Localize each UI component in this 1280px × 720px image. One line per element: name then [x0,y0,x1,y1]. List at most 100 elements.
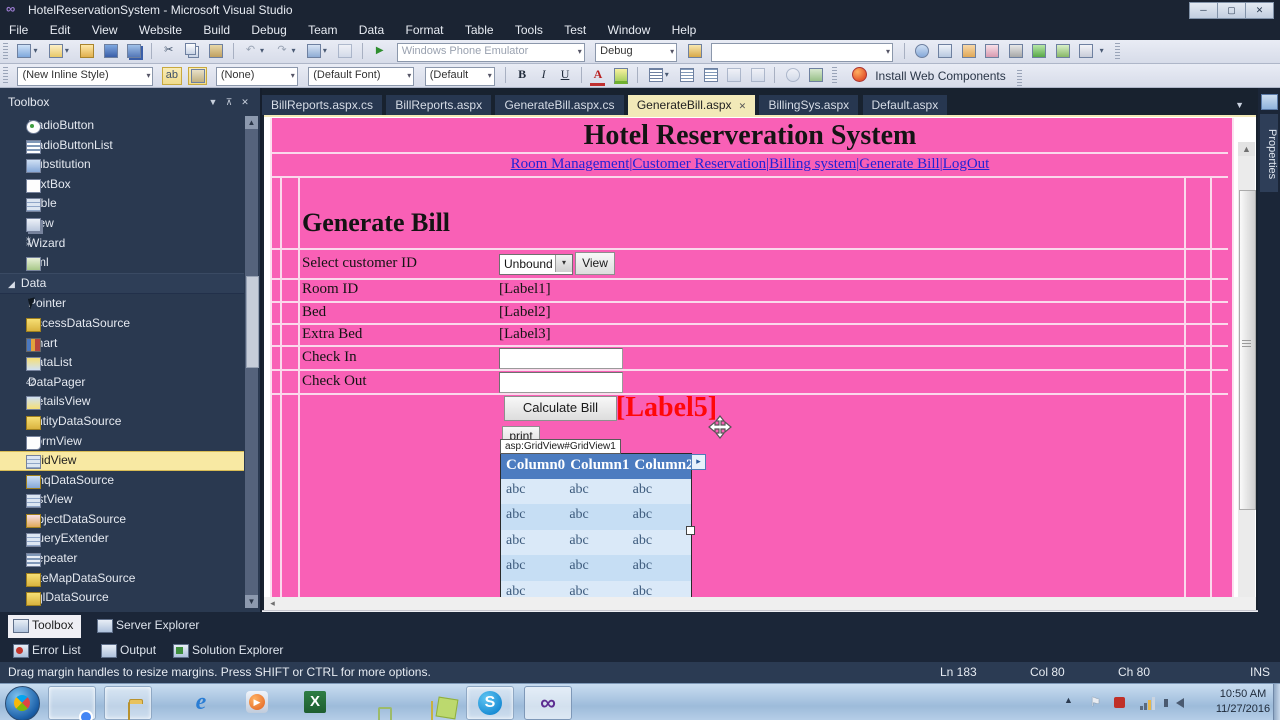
show-overlay-icon[interactable]: ab [161,67,182,85]
visual-studio-taskbar-button[interactable]: ∞ [524,686,572,720]
toolbox-item-view[interactable]: View [0,214,244,234]
menu-debug[interactable]: Debug [251,23,287,37]
css-class-combo[interactable]: (None) ▾ [215,67,298,86]
minimize-button[interactable]: ─ [1189,2,1218,19]
gridview-control[interactable]: Column0 Column1 Column2 abc abc abc abc abc… [500,453,694,597]
save-all-icon[interactable] [125,43,142,59]
toolbox-item-substitution[interactable]: Substitution [26,157,91,174]
toolbox-item-listview[interactable]: ListView [26,492,73,509]
design-vertical-scrollbar[interactable]: ▲ ▼ [1238,142,1256,597]
output-tab[interactable]: Output [96,640,164,663]
action-center-flag-icon[interactable]: ⚑ [1090,695,1101,709]
toolbox-item-detailsview[interactable]: DetailsView [26,394,91,411]
underline-button[interactable]: U [560,67,570,81]
toolbox-item-queryextender[interactable]: QueryExtender [26,531,109,548]
new-project-dropdown-icon[interactable]: ▾ [33,46,38,55]
close-button[interactable]: ✕ [1245,2,1274,19]
toolbox-item-table[interactable]: Table [26,196,57,213]
toolbox-item-datapager[interactable]: 42 DataPager [26,374,86,389]
navigate-back-icon[interactable] [336,43,353,59]
check-out-input[interactable] [499,372,623,393]
install-web-components-button[interactable]: Install Web Components [875,69,1006,83]
menu-tools[interactable]: Tools [514,23,543,37]
toolbox-item-datalist[interactable]: DataList [26,355,73,372]
new-project-icon[interactable] [15,43,32,59]
media-player-taskbar-button[interactable]: ▶ [234,686,280,718]
toolbox-item-radiobutton[interactable]: RadioButton [26,118,95,134]
paste-icon[interactable] [207,43,224,59]
tab-default-aspx[interactable]: Default.aspx [862,95,948,115]
add-item-icon[interactable] [47,43,64,59]
menu-window[interactable]: Window [607,23,651,37]
menu-view[interactable]: View [91,23,118,37]
highlight-button[interactable] [612,67,629,84]
start-button[interactable] [5,686,40,720]
toolbox-item-sqldatasource[interactable]: SqlDataSource [26,590,109,607]
show-desktop-button[interactable] [1273,684,1280,720]
sticky-notes-taskbar-button[interactable] [408,686,454,720]
toolbox-item-pointer[interactable]: Pointer [28,296,67,311]
indent-icon[interactable] [749,67,766,83]
align-dropdown-icon[interactable]: ▾ [664,70,669,79]
toolbox-item-formview[interactable]: FormView [26,433,82,450]
toolbar-dropdown-icon[interactable]: ▾ [1099,46,1104,55]
menu-edit[interactable]: Edit [49,23,71,37]
toolbox-item-wizard[interactable]: ⁑ Wizard [26,235,66,250]
menu-format[interactable]: Format [405,23,444,37]
customer-id-dropdown[interactable]: Unbound ▾ [499,254,573,275]
redo-dropdown-icon[interactable]: ▾ [291,46,296,55]
font-name-combo[interactable]: (Default Font) ▾ [308,67,415,86]
hidden-icons-chevron[interactable]: ▲ [1064,695,1073,705]
nav-link-customer-reservation[interactable]: Customer Reservation [632,156,767,172]
maximize-button[interactable]: ▢ [1217,2,1246,19]
menu-team[interactable]: Team [308,23,338,37]
menu-test[interactable]: Test [564,23,587,37]
toolbox-item-repeater[interactable]: Repeater [26,551,78,568]
tab-list-dropdown-icon[interactable]: ▼ [1235,100,1244,110]
pin-icon[interactable]: ⊼ [225,97,233,107]
toolbox-item-gridview[interactable]: GridView [0,451,244,471]
file-explorer-taskbar-button[interactable] [104,686,152,720]
outdent-icon[interactable] [725,67,742,83]
toolbox-item-linqdatasource[interactable]: LinqDataSource [26,472,115,489]
tab-close-icon[interactable]: ✕ [738,101,747,111]
alert-icon[interactable] [1114,697,1125,708]
open-file-icon[interactable] [78,43,95,59]
start-debug-icon[interactable]: ▶ [375,45,384,56]
internet-explorer-taskbar-button[interactable]: e [178,686,224,718]
menu-table[interactable]: Table [464,23,494,37]
combo-arrow-icon[interactable]: ▾ [670,47,675,56]
navigate-dropdown-icon[interactable]: ▾ [322,46,327,55]
copy-icon[interactable] [184,43,201,59]
link-item-icon[interactable] [807,67,824,83]
skype-taskbar-button[interactable]: S [466,686,514,720]
combo-arrow-icon[interactable]: ▾ [407,71,412,80]
calculate-bill-button[interactable]: Calculate Bill [504,396,617,421]
gridview-resize-handle[interactable] [686,526,695,535]
menu-website[interactable]: Website [138,23,182,37]
server-explorer-tab[interactable]: Server Explorer [92,615,207,638]
dropdown-arrow-icon[interactable]: ▾ [555,255,572,272]
tab-billreports-aspx[interactable]: BillReports.aspx [386,95,492,115]
menu-data[interactable]: Data [358,23,385,37]
view-button[interactable]: View [575,252,615,275]
tab-billingsys-aspx[interactable]: BillingSys.aspx [759,95,859,115]
tab-generatebill-aspx[interactable]: GenerateBill.aspx ✕ [627,95,756,115]
excel-taskbar-button[interactable]: X [292,686,338,718]
toolbox-scrollbar[interactable]: ▲ ▼ [245,116,259,608]
toolbox-item-textbox[interactable]: TextBox [26,176,71,193]
toolbox-item-radiobuttonlist[interactable]: RadioButtonList [26,137,113,154]
navigate-window-icon[interactable] [305,43,322,59]
debug-target-combo[interactable]: Windows Phone Emulator ▾ [396,43,585,62]
scroll-up-icon[interactable]: ▲ [1238,142,1255,156]
bold-button[interactable]: B [518,67,527,81]
chrome-taskbar-button[interactable] [48,686,96,720]
check-in-input[interactable] [499,348,623,369]
toolbox-bottom-tab[interactable]: Toolbox [8,615,82,638]
properties-window-icon[interactable] [1261,94,1278,110]
menu-help[interactable]: Help [671,23,697,37]
toolbox-close-icon[interactable]: ✕ [241,97,249,107]
toolbox-menu-icon[interactable]: ▼ [208,97,218,107]
undo-icon[interactable]: ↶ [245,44,256,56]
command-window-icon[interactable] [1077,43,1094,59]
